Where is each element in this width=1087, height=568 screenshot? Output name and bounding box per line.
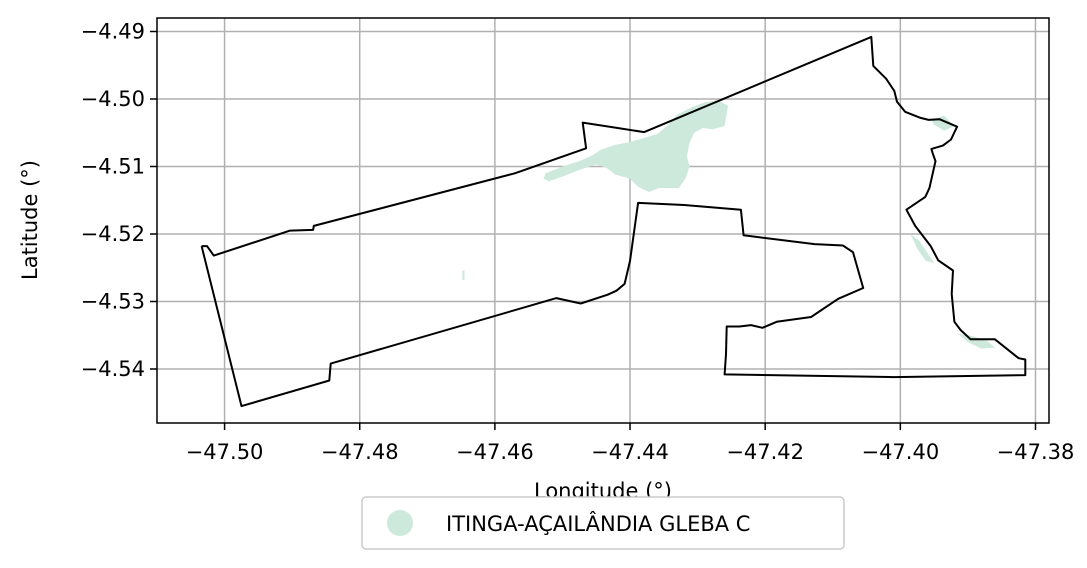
y-tick-label: −4.54 (81, 357, 145, 381)
x-tick-label: −47.38 (997, 440, 1075, 464)
x-tick-label: −47.40 (861, 440, 939, 464)
x-tick-label: −47.42 (726, 440, 804, 464)
area-polygon (543, 100, 728, 193)
area-polygon (957, 333, 995, 349)
area-layer (462, 100, 995, 349)
legend-label: ITINGA-AÇAILÂNDIA GLEBA C (446, 511, 750, 536)
x-axis-ticks: −47.50 −47.48 −47.46 −47.44 −47.42 −47.40 −47.… (186, 423, 1075, 464)
area-polygon (910, 234, 935, 263)
boundary-outline (200, 35, 1027, 408)
legend-marker (387, 510, 413, 536)
x-tick-label: −47.48 (321, 440, 399, 464)
legend: ITINGA-AÇAILÂNDIA GLEBA C (361, 496, 845, 550)
axes-frame (156, 17, 1050, 424)
y-tick-label: −4.50 (81, 87, 145, 111)
x-tick-label: −47.50 (186, 440, 264, 464)
y-tick-label: −4.49 (81, 20, 145, 44)
y-tick-label: −4.52 (81, 222, 145, 246)
y-tick-label: −4.51 (81, 155, 145, 179)
x-tick-label: −47.46 (456, 440, 534, 464)
boundary-layer (200, 35, 1027, 408)
x-tick-label: −47.44 (591, 440, 669, 464)
area-polygon (462, 270, 465, 280)
y-axis-label: Latitude (°) (18, 160, 42, 280)
y-tick-label: −4.53 (81, 290, 145, 314)
legend-box (361, 496, 845, 550)
y-axis-ticks: −4.49 −4.50 −4.51 −4.52 −4.53 −4.54 (81, 20, 157, 381)
